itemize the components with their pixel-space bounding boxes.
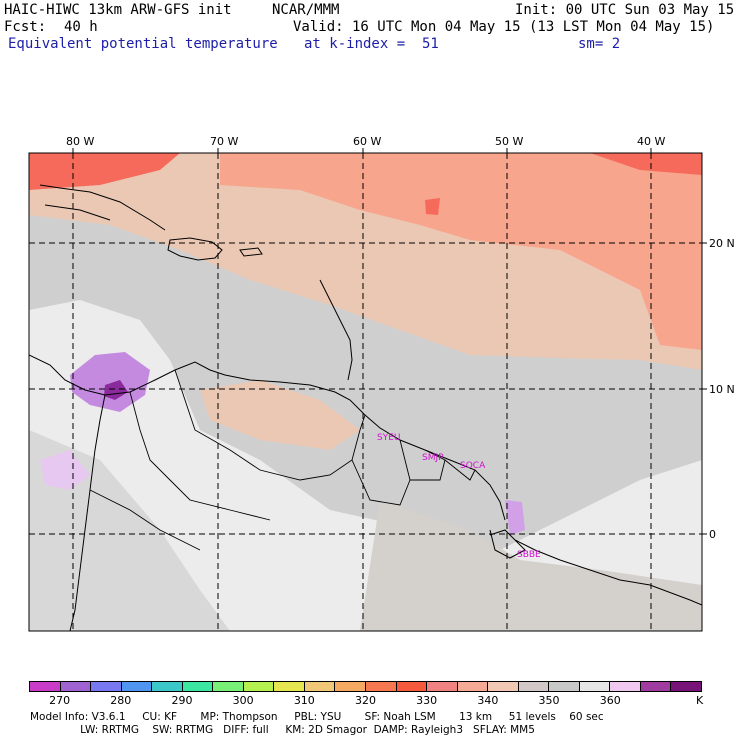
colorbar-swatch bbox=[121, 682, 153, 691]
hispaniola-coast bbox=[167, 237, 223, 261]
lon-label: 60 W bbox=[353, 135, 381, 148]
field-hot-northwest bbox=[29, 153, 180, 190]
forecast-label: Fcst: bbox=[4, 19, 47, 35]
colorbar-swatch bbox=[335, 682, 367, 691]
smoothing-value: sm= 2 bbox=[578, 36, 621, 52]
colorbar-labels: 270 280 290 300 310 320 330 340 350 360 K bbox=[29, 694, 704, 708]
colorbar-swatch bbox=[152, 682, 183, 691]
field-grey-amazon bbox=[360, 500, 702, 631]
colorbar-tick-label: 270 bbox=[49, 694, 71, 707]
colorbar-swatch bbox=[457, 682, 489, 691]
colorbar-swatch bbox=[304, 682, 336, 691]
colorbar-tick-label: 290 bbox=[171, 694, 193, 707]
colorbar-tick-label: 350 bbox=[538, 694, 560, 707]
pacific-coast bbox=[69, 394, 106, 631]
colorbar-tick-label: 330 bbox=[416, 694, 438, 707]
lat-lon-grid bbox=[29, 153, 702, 631]
model-info-line1: Model Info: V3.6.1 CU: KF MP: Thompson P… bbox=[30, 711, 604, 723]
colorbar-swatch bbox=[671, 682, 702, 691]
suriname-border bbox=[410, 449, 446, 481]
peru-border bbox=[89, 489, 201, 551]
colorbar-swatch bbox=[30, 682, 61, 691]
colorbar-swatch bbox=[579, 682, 611, 691]
colorbar-swatch bbox=[274, 682, 305, 691]
colorbar-tick-label: 310 bbox=[293, 694, 315, 707]
lon-label: 50 W bbox=[495, 135, 523, 148]
organization-label: NCAR/MMM bbox=[272, 2, 340, 18]
colorbar-swatch bbox=[182, 682, 214, 691]
colorbar bbox=[29, 681, 702, 692]
colombia-border bbox=[129, 391, 271, 521]
colorbar-swatch bbox=[91, 682, 122, 691]
colorbar-tick-label: 280 bbox=[110, 694, 132, 707]
map-frame bbox=[28, 152, 703, 632]
station-label: SBBE bbox=[517, 550, 541, 560]
field-hot-spot bbox=[425, 198, 440, 215]
forecast-hour: 40 h bbox=[64, 19, 98, 35]
vertical-level: at k-index = 51 bbox=[304, 36, 439, 52]
valid-time: Valid: 16 UTC Mon 04 May 15 (13 LST Mon … bbox=[293, 19, 715, 35]
colorbar-swatch bbox=[549, 682, 580, 691]
colorbar-swatch bbox=[610, 682, 641, 691]
colorbar-tick-label: 300 bbox=[232, 694, 254, 707]
colorbar-swatch bbox=[243, 682, 275, 691]
venezuela-border bbox=[174, 369, 366, 481]
colorbar-swatch bbox=[213, 682, 244, 691]
axis-ticks bbox=[72, 148, 707, 535]
colorbar-swatch bbox=[488, 682, 519, 691]
station-label: SYEU bbox=[377, 433, 400, 443]
field-deep-purple-panama bbox=[104, 380, 128, 400]
marajo-island bbox=[489, 529, 526, 559]
political-borders bbox=[89, 369, 476, 551]
field-tan-venezuela bbox=[200, 380, 360, 450]
colorbar-unit: K bbox=[696, 694, 704, 707]
jamaica-area-coast bbox=[44, 204, 111, 221]
colorbar-swatch bbox=[518, 682, 550, 691]
colorbar-swatch bbox=[366, 682, 397, 691]
station-label: SOCA bbox=[460, 461, 486, 471]
coastlines bbox=[29, 184, 702, 631]
lon-label: 70 W bbox=[210, 135, 238, 148]
colorbar-tick-label: 360 bbox=[599, 694, 621, 707]
field-purple-panama bbox=[70, 352, 150, 412]
map-panel: SYEU SMJP SOCA SBBE 80 W 70 W 60 W 50 W … bbox=[28, 135, 735, 632]
brazil-coast bbox=[489, 529, 702, 606]
theta-e-field: SYEU SMJP SOCA SBBE bbox=[29, 153, 702, 631]
lat-label: 10 N bbox=[709, 383, 735, 396]
colorbar-swatch bbox=[396, 682, 428, 691]
colorbar-swatch bbox=[640, 682, 672, 691]
lat-label: 0 bbox=[709, 528, 716, 541]
model-title: HAIC-HIWC 13km ARW-GFS init bbox=[4, 2, 232, 18]
field-warm-northeast bbox=[220, 153, 702, 350]
lat-label: 20 N bbox=[709, 237, 735, 250]
colorbar-tick-label: 320 bbox=[355, 694, 376, 707]
puerto-rico-coast bbox=[239, 247, 263, 257]
lesser-antilles-chain bbox=[319, 279, 353, 381]
field-hot-northeast bbox=[590, 153, 702, 175]
field-purple-colombia bbox=[40, 450, 90, 490]
french-guiana-border bbox=[444, 459, 476, 481]
colorbar-swatch bbox=[427, 682, 458, 691]
lon-label: 80 W bbox=[66, 135, 94, 148]
cuba-coast bbox=[39, 184, 166, 231]
field-purple-belem bbox=[505, 500, 525, 535]
colorbar-swatch bbox=[60, 682, 92, 691]
model-info-line2: LW: RRTMG SW: RRTMG DIFF: full KM: 2D Sm… bbox=[30, 724, 535, 736]
lon-label: 40 W bbox=[637, 135, 665, 148]
field-name: Equivalent potential temperature bbox=[8, 36, 278, 52]
guyana-border bbox=[351, 439, 411, 506]
station-label: SMJP bbox=[422, 453, 444, 463]
init-time: Init: 00 UTC Sun 03 May 15 bbox=[515, 2, 735, 18]
colorbar-tick-label: 340 bbox=[477, 694, 499, 707]
